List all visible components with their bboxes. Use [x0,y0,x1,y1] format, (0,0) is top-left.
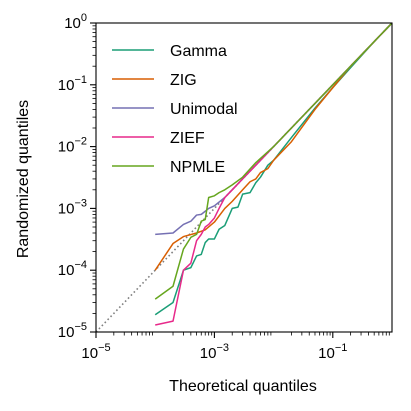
plot-data-group [96,23,392,332]
axes-border [95,22,393,333]
x-axis-label: Theoretical quantiles [169,378,317,395]
legend: Gamma ZIG Unimodal ZIEF NPMLE [112,43,238,176]
legend-label: Unimodal [170,101,238,118]
legend-label: Gamma [170,43,227,60]
y-axis-label: Randomized quantiles [15,100,32,258]
y-tick-label: 100 [64,12,87,32]
y-axis-ticks: 10−5 10−4 10−3 10−2 10−1 100 [58,12,96,341]
y-tick-label: 10−3 [58,197,87,217]
y-tick-label: 10−4 [58,259,87,279]
legend-entry-zig: ZIG [112,72,197,89]
plot-area [96,23,392,332]
x-tick-label: 10−3 [200,342,229,362]
y-tick-label: 10−1 [58,74,87,94]
legend-label: NPMLE [170,159,225,176]
x-axis-ticks: 10−5 10−3 10−1 [81,332,390,362]
series-line-npmle [154,23,392,300]
axes-frame [95,22,393,333]
legend-label: ZIG [170,72,197,89]
legend-entry-zief: ZIEF [112,130,205,147]
y-tick-label: 10−2 [58,136,87,156]
legend-entry-npmle: NPMLE [112,159,225,176]
legend-entry-gamma: Gamma [112,43,227,60]
legend-label: ZIEF [170,130,205,147]
series-line-gamma [154,23,392,316]
y-tick-label: 10−5 [58,321,87,341]
x-tick-label: 10−5 [81,342,110,362]
legend-entry-unimodal: Unimodal [112,101,238,118]
x-tick-label: 10−1 [318,342,347,362]
